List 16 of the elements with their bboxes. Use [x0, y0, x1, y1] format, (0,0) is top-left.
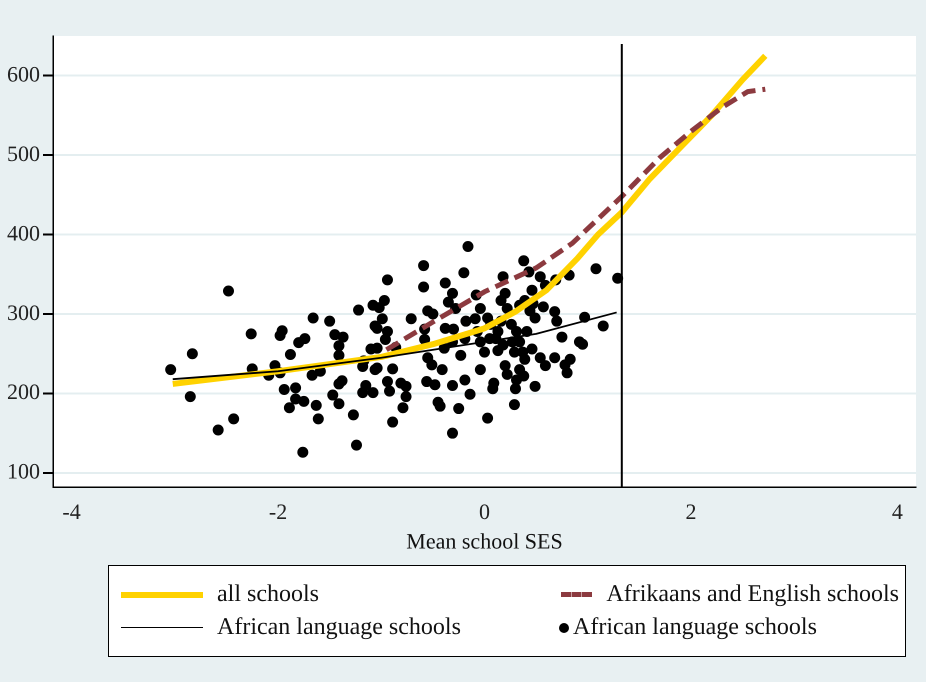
x-tick-label: -4	[62, 499, 81, 524]
x-tick-label: 2	[685, 499, 696, 524]
y-tick-label: 400	[7, 220, 40, 246]
y-tick-label: 200	[7, 379, 40, 404]
x-tick-label: -2	[268, 499, 288, 524]
x-tick-label: 4	[892, 499, 903, 524]
y-tick-label: 500	[7, 140, 40, 166]
legend-label: African language schools	[573, 614, 817, 641]
y-tick-label: 100	[7, 458, 40, 484]
y-tick-label: 300	[7, 300, 40, 325]
legend-label: all schools	[217, 581, 319, 608]
legend-label: Afrikaans and English schools	[606, 581, 899, 608]
x-axis-title: Mean school SES	[406, 528, 563, 554]
y-tick-label: 600	[7, 62, 40, 86]
x-tick-label: 0	[479, 499, 490, 524]
legend-label: African language schools	[217, 614, 461, 641]
